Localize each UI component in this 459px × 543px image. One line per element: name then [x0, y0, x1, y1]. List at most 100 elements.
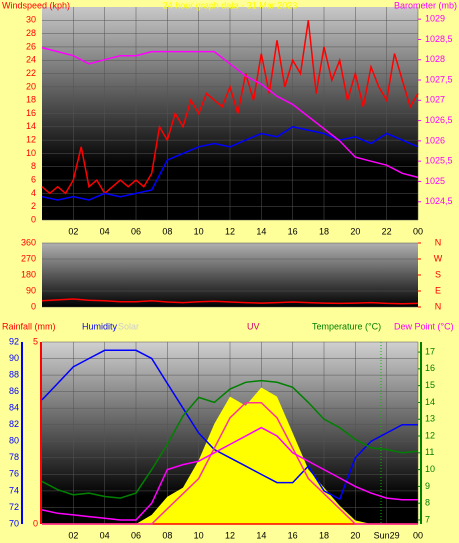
y2-tick-label: 1027,5 — [425, 74, 453, 84]
x-tick-label: 10 — [194, 530, 204, 540]
y-tick-label: 78 — [9, 452, 19, 462]
y2-tick-label: S — [435, 269, 441, 279]
line — [41, 46, 419, 179]
x-tick-label: 08 — [162, 530, 172, 540]
x-tick-label: 04 — [100, 226, 110, 236]
y-tick-label: 12 — [26, 135, 36, 145]
y-tick-label: 84 — [9, 403, 19, 413]
x-tick-label: 12 — [225, 226, 235, 236]
x-tick-label: 06 — [131, 530, 141, 540]
x-tick-label: Sun29 — [374, 530, 400, 540]
y2-tick-label: 1028 — [425, 54, 445, 64]
chart-title: 24 hour graph data - 31 Mar 2023 — [163, 0, 298, 10]
y-tick-label: 82 — [9, 419, 19, 429]
y-tick-label: 30 — [26, 15, 36, 25]
y2-tick-label: 8 — [425, 498, 430, 508]
y3-tick-label: 5 — [33, 336, 38, 346]
line — [42, 401, 418, 525]
y-tick-label: 90 — [26, 285, 36, 295]
x-tick-label: 04 — [100, 530, 110, 540]
y-tick-label: 6 — [31, 174, 36, 184]
x-tick-label: 20 — [350, 226, 360, 236]
x-tick-label: 18 — [319, 226, 329, 236]
legend-entry: Rainfall (mm) — [2, 321, 56, 331]
y2-tick-label: E — [435, 285, 441, 295]
y-tick-label: 76 — [9, 469, 19, 479]
y2-tick-label: 1025 — [425, 176, 445, 186]
y-tick-label: 90 — [9, 353, 19, 363]
y2-tick-label: W — [434, 253, 443, 263]
x-tick-label: 22 — [382, 226, 392, 236]
y2-tick-label: 1029 — [425, 14, 445, 24]
x-tick-label: 10 — [194, 226, 204, 236]
y-tick-label: 16 — [26, 108, 36, 118]
line — [41, 349, 418, 501]
y-tick-label: 14 — [26, 121, 36, 131]
x-tick-label: 06 — [131, 226, 141, 236]
x-tick-label: 14 — [256, 226, 266, 236]
y-tick-label: 26 — [26, 41, 36, 51]
y-tick-label: 270 — [21, 253, 36, 263]
y2-tick-label: 1026 — [425, 135, 445, 145]
y2-tick-label: 1028,5 — [425, 34, 453, 44]
x-tick-label: 18 — [319, 530, 329, 540]
y-tick-label: 10 — [26, 148, 36, 158]
x-tick-label: 00 — [413, 530, 423, 540]
y2-tick-label: 13 — [425, 414, 435, 424]
x-tick-label: 00 — [413, 226, 423, 236]
line — [41, 298, 419, 305]
y-tick-label: 74 — [9, 485, 19, 495]
y-tick-label: 20 — [26, 81, 36, 91]
y2-tick-label: 10 — [425, 464, 435, 474]
y-tick-label: 180 — [21, 269, 36, 279]
y-tick-label: 18 — [26, 95, 36, 105]
line — [41, 426, 418, 521]
y2-tick-label: 17 — [425, 346, 435, 356]
y2-axis-label: Barometer (mb) — [394, 0, 457, 10]
x-tick-label: 16 — [288, 226, 298, 236]
y2-tick-label: 1026,5 — [425, 115, 453, 125]
x-tick-label: 20 — [350, 530, 360, 540]
x-tick-label: 14 — [256, 530, 266, 540]
y-tick-label: 70 — [9, 518, 19, 528]
y2-tick-label: 16 — [425, 363, 435, 373]
y2-tick-label: N — [435, 301, 442, 311]
y2-tick-label: 1025,5 — [425, 156, 453, 166]
y2-tick-label: N — [435, 237, 442, 247]
x-tick-label: 02 — [68, 226, 78, 236]
legend-entry: Dew Point (°C) — [394, 321, 454, 331]
y-tick-label: 0 — [31, 301, 36, 311]
y2-tick-label: 11 — [425, 447, 434, 457]
y-tick-label: 28 — [26, 28, 36, 38]
x-tick-label: 16 — [288, 530, 298, 540]
y-tick-label: 0 — [31, 214, 36, 224]
y2-tick-label: 1027 — [425, 95, 445, 105]
legend-entry: Humidity — [82, 321, 118, 331]
y2-tick-label: 7 — [425, 514, 430, 524]
legend-entry: UV — [247, 321, 260, 331]
y-tick-label: 24 — [26, 55, 36, 65]
x-tick-label: 02 — [68, 530, 78, 540]
y2-tick-label: 9 — [425, 481, 430, 491]
y-tick-label: 2 — [31, 201, 36, 211]
line — [41, 379, 419, 499]
y-tick-label: 86 — [9, 386, 19, 396]
y2-tick-label: 1024,5 — [425, 196, 453, 206]
legend-entry: Solar — [118, 321, 139, 331]
y-tick-label: 22 — [26, 68, 36, 78]
y-tick-label: 92 — [9, 336, 19, 346]
y-tick-label: 4 — [31, 188, 36, 198]
y-tick-label: 80 — [9, 436, 19, 446]
x-tick-label: 12 — [225, 530, 235, 540]
line — [41, 126, 419, 201]
legend-entry: Temperature (°C) — [312, 321, 381, 331]
y2-tick-label: 15 — [425, 380, 435, 390]
y-tick-label: 8 — [31, 161, 36, 171]
y-tick-label: 360 — [21, 237, 36, 247]
y-tick-label: 88 — [9, 369, 19, 379]
y-tick-label: 72 — [9, 502, 19, 512]
y-axis-label: Windspeed (kph) — [2, 0, 70, 10]
y3-tick-label: 0 — [33, 518, 38, 528]
